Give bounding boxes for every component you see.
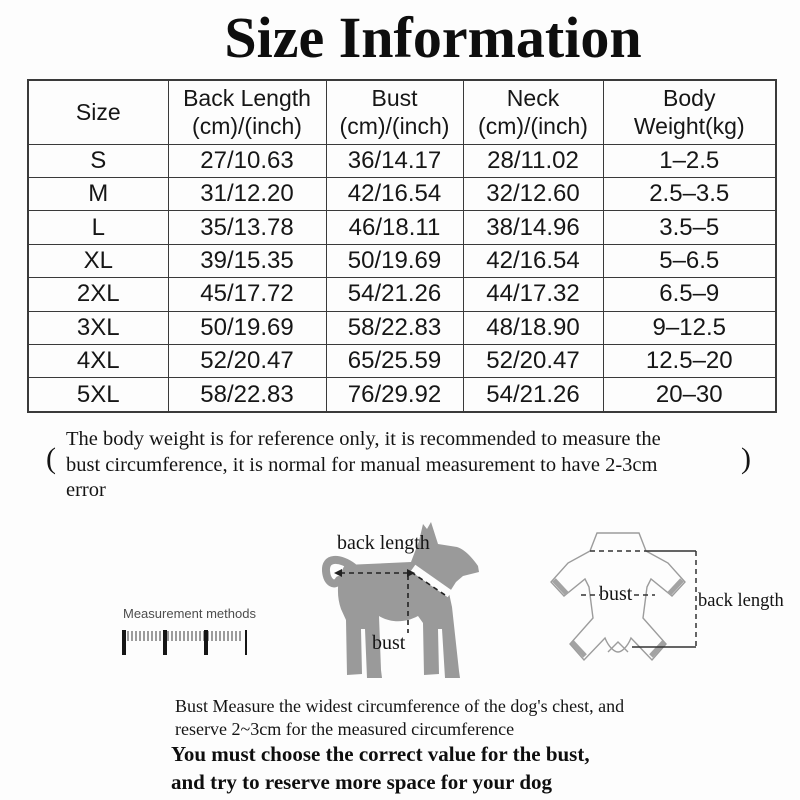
neck-cell: 28/11.02	[462, 143, 604, 178]
header-line: Body	[663, 85, 716, 112]
body-weight-cell: 12.5–20	[602, 344, 777, 379]
body-weight-cell: 1–2.5	[602, 143, 777, 178]
header-neck: Neck (cm)/(inch)	[462, 79, 604, 145]
table-row: XL 39/15.35 50/19.69 42/16.54 5–6.5	[27, 243, 777, 279]
size-cell: 4XL	[27, 344, 169, 379]
table-header-row: Size Back Length (cm)/(inch) Bust (cm)/(in…	[27, 79, 777, 145]
back-length-cell: 39/15.35	[167, 243, 327, 279]
bust-measure-note-line: Bust Measure the widest circumference of…	[175, 696, 625, 716]
bust-cell: 42/16.54	[325, 176, 464, 212]
dog-garment-top-view	[550, 532, 697, 662]
back-length-cell: 35/13.78	[167, 210, 327, 245]
page-title: Size Information	[224, 5, 642, 70]
bust-cell: 36/14.17	[325, 143, 464, 178]
sleeve-cuff-left	[552, 578, 569, 596]
neck-cell: 32/12.60	[462, 176, 604, 212]
size-table: Size Back Length (cm)/(inch) Bust (cm)/(in…	[27, 79, 777, 413]
back-length-label-side: back length	[337, 532, 430, 554]
body-weight-cell: 9–12.5	[602, 310, 777, 346]
back-length-cell: 52/20.47	[167, 344, 327, 379]
header-line: (cm)/(inch)	[192, 113, 302, 140]
header-line: Back Length	[183, 85, 311, 112]
table-row: 5XL 58/22.83 76/29.92 54/21.26 20–30	[27, 377, 777, 413]
arrowhead-right	[407, 569, 415, 577]
size-cell: 2XL	[27, 277, 169, 312]
bust-cell: 58/22.83	[325, 310, 464, 346]
header-size: Size	[27, 79, 169, 145]
header-line: (cm)/(inch)	[339, 113, 450, 140]
bust-label-side: bust	[372, 632, 406, 654]
bust-measure-note: Bust Measure the widest circumference of…	[175, 695, 624, 741]
back-length-cell: 45/17.72	[167, 277, 327, 312]
size-cell: S	[27, 143, 169, 178]
note-line: The body weight is for reference only, i…	[66, 428, 661, 450]
back-length-cell: 27/10.63	[167, 143, 327, 178]
header-bust: Bust (cm)/(inch)	[325, 79, 464, 145]
dog-tail	[322, 556, 357, 588]
note-line: bust circumference, it is normal for man…	[66, 453, 658, 476]
size-cell: XL	[27, 243, 169, 279]
table-row: L 35/13.78 46/18.11 38/14.96 3.5–5	[27, 210, 777, 245]
body-weight-cell: 6.5–9	[602, 277, 777, 312]
bust-cell: 76/29.92	[325, 377, 464, 413]
table-row: 2XL 45/17.72 54/21.26 44/17.32 6.5–9	[27, 277, 777, 312]
body-weight-cell: 5–6.5	[602, 243, 777, 279]
size-cell: 5XL	[27, 377, 169, 413]
dog-side-silhouette	[322, 522, 479, 678]
warning-line: You must choose the correct value for th…	[171, 742, 590, 766]
arrowhead-left	[334, 569, 342, 577]
neck-cell: 54/21.26	[462, 377, 604, 413]
bust-cell: 54/21.26	[325, 277, 464, 312]
note-line: error	[66, 479, 106, 501]
note-text: The body weight is for reference only, i…	[66, 427, 738, 504]
measurement-methods-label: Measurement methods	[123, 606, 256, 621]
header-back-length: Back Length (cm)/(inch)	[167, 79, 327, 145]
bust-cell: 65/25.59	[325, 344, 464, 379]
warning-text: You must choose the correct value for th…	[171, 740, 590, 796]
back-length-cell: 50/19.69	[167, 310, 327, 346]
bust-measure-note-line: reserve 2~3cm for the measured circumfer…	[175, 719, 515, 739]
header-line: (cm)/(inch)	[478, 113, 588, 140]
header-line: Bust	[371, 85, 418, 112]
size-cell: L	[27, 210, 169, 245]
body-weight-cell: 2.5–3.5	[602, 176, 777, 212]
neck-cell: 52/20.47	[462, 344, 604, 379]
size-cell: 3XL	[27, 310, 169, 346]
ruler-icon	[122, 630, 247, 655]
body-weight-cell: 20–30	[602, 377, 777, 413]
dog-collar-band	[410, 564, 453, 598]
note-paren-open: (	[46, 442, 56, 475]
table-row: M 31/12.20 42/16.54 32/12.60 2.5–3.5	[27, 176, 777, 212]
header-line: Weight(kg)	[633, 113, 745, 140]
bust-label-top: bust	[599, 583, 633, 605]
bust-cell: 50/19.69	[325, 243, 464, 279]
size-cell: M	[27, 176, 169, 212]
bust-cell: 46/18.11	[325, 210, 464, 245]
table-row: S 27/10.63 36/14.17 28/11.02 1–2.5	[27, 143, 777, 178]
back-length-cell: 31/12.20	[167, 176, 327, 212]
neck-cell: 48/18.90	[462, 310, 604, 346]
collar-dashed-line	[410, 571, 449, 598]
body-weight-cell: 3.5–5	[602, 210, 777, 245]
garment-crotch-notch	[607, 641, 629, 653]
leg-cuff-right	[649, 640, 666, 658]
neck-cell: 38/14.96	[462, 210, 604, 245]
table-row: 3XL 50/19.69 58/22.83 48/18.90 9–12.5	[27, 310, 777, 346]
header-line: Size	[75, 99, 121, 126]
note-paren-close: )	[741, 442, 751, 475]
header-line: Neck	[506, 85, 560, 112]
header-body-weight: Body Weight(kg)	[602, 79, 777, 145]
leg-cuff-left	[570, 640, 587, 658]
back-length-cell: 58/22.83	[167, 377, 327, 413]
garment-outline-path	[550, 532, 686, 662]
back-length-label-top: back length	[698, 591, 784, 611]
warning-line: and try to reserve more space for your d…	[171, 770, 553, 794]
sleeve-cuff-right	[667, 578, 684, 596]
neck-cell: 44/17.32	[462, 277, 604, 312]
dog-body-path	[337, 522, 479, 678]
neck-cell: 42/16.54	[462, 243, 604, 279]
table-row: 4XL 52/20.47 65/25.59 52/20.47 12.5–20	[27, 344, 777, 379]
